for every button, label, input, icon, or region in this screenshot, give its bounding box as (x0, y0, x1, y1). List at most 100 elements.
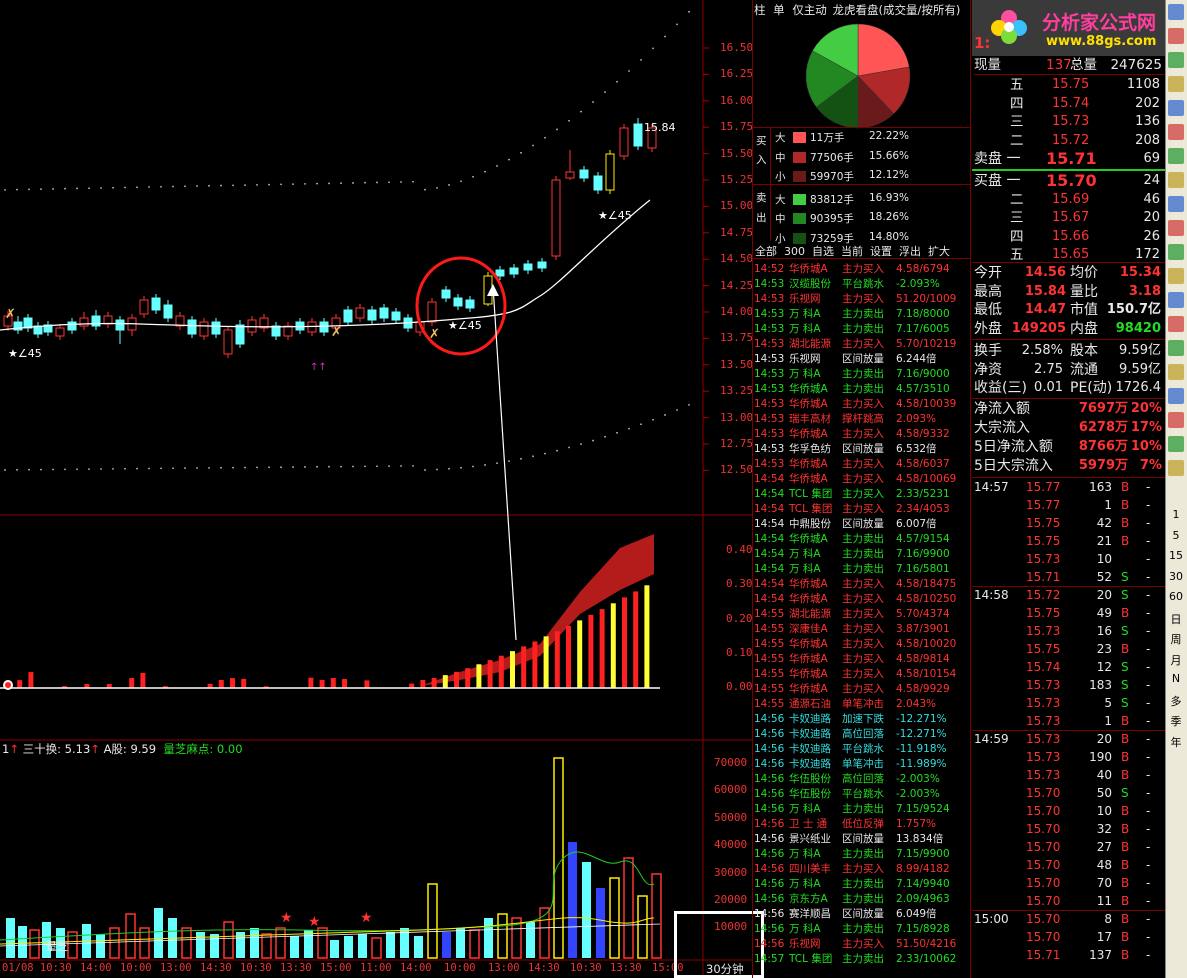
alert-row[interactable]: 14:54 中鼎股份 区间放量 6.007倍 (754, 518, 937, 530)
alert-row[interactable]: 14:55 华侨城A 主力买入 4.58/9929 (754, 683, 950, 695)
alert-row[interactable]: 14:55 华侨城A 主力买入 4.58/10154 (754, 668, 957, 680)
alert-row[interactable]: 14:54 万 科A 主力卖出 7.16/9900 (754, 548, 950, 560)
toolbar-icon[interactable] (1168, 4, 1184, 20)
alert-row[interactable]: 14:56 华伍股份 高位回落 -2.003% (754, 773, 940, 785)
period-button[interactable]: 日 (1170, 612, 1182, 626)
tab-active[interactable]: 仅主动 (792, 3, 827, 17)
alert-row[interactable]: 14:56 卡奴迪路 单笔冲击 -11.989% (754, 758, 947, 770)
alert-row[interactable]: 14:53 瑞丰高材 撑杆跳高 2.093% (754, 413, 937, 425)
period-button[interactable]: 多 (1170, 694, 1182, 708)
toolbar-icon[interactable] (1168, 364, 1184, 380)
alert-row[interactable]: 14:56 卫 士 通低位反弹 1.757% (754, 818, 937, 830)
alert-row[interactable]: 14:54 万 科A 主力卖出 7.16/5801 (754, 563, 950, 575)
alert-row[interactable]: 14:55 深康佳A 主力买入 3.87/3901 (754, 623, 950, 635)
tab-single[interactable]: 单 (773, 3, 785, 17)
toolbar-icon[interactable] (1168, 52, 1184, 68)
alert-row[interactable]: 14:57 TCL 集团 主力卖出 2.33/10062 (754, 953, 957, 965)
toolbar-icon[interactable] (1168, 196, 1184, 212)
alert-row[interactable]: 14:53 万 科A 主力卖出 7.16/9000 (754, 368, 950, 380)
toolbar-icon[interactable] (1168, 76, 1184, 92)
alert-row[interactable]: 14:56 京东方A 主力卖出 2.09/4963 (754, 893, 950, 905)
bid-price[interactable]: 15.70 (1046, 171, 1097, 190)
alert-row[interactable]: 14:56 四川美丰 主力买入 8.99/4182 (754, 863, 950, 875)
tab-longhu[interactable]: 龙虎看盘(成交量/按所有) (832, 3, 961, 17)
period-button[interactable]: 15 (1169, 549, 1183, 562)
alert-row[interactable]: 14:54 华侨城A 主力买入 4.58/18475 (754, 578, 957, 590)
alert-row[interactable]: 14:53 乐视网 区间放量 6.244倍 (754, 353, 937, 365)
tab-bar[interactable]: 柱 (754, 3, 766, 17)
alert-row[interactable]: 14:53 华侨城A 主力卖出 4.57/3510 (754, 383, 950, 395)
alert-row[interactable]: 14:53 湖北能源 主力买入 5.70/10219 (754, 338, 957, 350)
alert-row[interactable]: 14:54 华侨城A 主力卖出 4.57/9154 (754, 533, 950, 545)
alert-row[interactable]: 14:53 华侨城A 主力买入 4.58/6037 (754, 458, 950, 470)
bid-price[interactable]: 15.67 (1052, 210, 1090, 225)
toolbar-icon[interactable] (1168, 124, 1184, 140)
alert-row[interactable]: 14:56 万 科A 主力卖出 7.15/8928 (754, 923, 950, 935)
period-button[interactable]: 周 (1170, 633, 1182, 646)
alert-row[interactable]: 14:55 通源石油 单笔冲击 2.043% (754, 698, 937, 710)
alert-row[interactable]: 14:56 卡奴迪路 平台跳水 -11.918% (754, 743, 947, 755)
tick-volume: 21 (1096, 534, 1112, 548)
toolbar-icon[interactable] (1168, 460, 1184, 476)
alert-row[interactable]: 14:56 卡奴迪路 加速下跌 -12.271% (754, 713, 947, 725)
toolbar-icon[interactable] (1168, 412, 1184, 428)
tick-side: B (1121, 498, 1130, 512)
toolbar-icon[interactable] (1168, 148, 1184, 164)
period-button[interactable]: 60 (1169, 590, 1183, 603)
alert-row[interactable]: 14:53 万 科A 主力卖出 7.18/8000 (754, 308, 950, 320)
alert-row[interactable]: 14:53 汉缆股份 平台跳水 -2.093% (754, 278, 940, 290)
ask-price[interactable]: 15.75 (1052, 77, 1090, 92)
filter-bar[interactable]: 全部 300 自选 当前 设置 浮出 扩大 (755, 245, 950, 258)
period-button[interactable]: 30 (1169, 569, 1183, 583)
alert-row[interactable]: 14:56 卡奴迪路 高位回落 -12.271% (754, 728, 947, 740)
toolbar-icon[interactable] (1168, 292, 1184, 308)
toolbar-icon[interactable] (1168, 244, 1184, 260)
alert-row[interactable]: 14:56 赛洋顺昌 区间放量 6.049倍 (754, 908, 937, 920)
alert-row[interactable]: 14:53 乐视网 主力买入 51.20/1009 (754, 293, 957, 305)
toolbar-icon[interactable] (1168, 388, 1184, 404)
period-button[interactable]: 5 (1172, 528, 1180, 542)
bid-price[interactable]: 15.66 (1052, 228, 1090, 244)
alert-row[interactable]: 14:56 华伍股份 平台跳水 -2.003% (754, 788, 940, 800)
alert-row[interactable]: 14:54 华侨城A 主力买入 4.58/10250 (754, 593, 957, 605)
alert-row[interactable]: 14:55 华侨城A 主力买入 4.58/9814 (754, 653, 950, 665)
bid-price[interactable]: 15.65 (1052, 247, 1090, 262)
alert-row[interactable]: 14:54 TCL 集团 主力买入 2.34/4053 (754, 503, 950, 515)
alert-row[interactable]: 14:56 乐视网 主力买入 51.50/4216 (754, 938, 957, 950)
alert-row[interactable]: 14:53 万 科A 主力卖出 7.17/6005 (754, 323, 950, 335)
toolbar-icon[interactable] (1168, 436, 1184, 452)
toolbar-icon[interactable] (1168, 340, 1184, 356)
period-box[interactable] (674, 911, 764, 978)
toolbar-icon[interactable] (1168, 220, 1184, 236)
alert-row[interactable]: 14:53 华侨城A 主力买入 4.58/10039 (754, 398, 957, 410)
toolbar-icon[interactable] (1168, 268, 1184, 284)
ask-price[interactable]: 15.74 (1052, 95, 1090, 111)
toolbar-icon[interactable] (1168, 28, 1184, 44)
period-label[interactable]: 30分钟 (706, 962, 744, 976)
alert-row[interactable]: 14:54 华侨城A 主力买入 4.58/10069 (754, 473, 957, 485)
bid-price[interactable]: 15.69 (1052, 191, 1090, 207)
flow-amount: 77506手 (810, 151, 854, 164)
alert-row[interactable]: 14:54 TCL 集团 主力买入 2.33/5231 (754, 488, 950, 500)
ask-price[interactable]: 15.71 (1046, 149, 1097, 168)
toolbar-icon[interactable] (1168, 316, 1184, 332)
alert-row[interactable]: 14:53 华孚色纺 区间放量 6.532倍 (754, 443, 937, 455)
alert-row[interactable]: 14:53 华侨城A 主力买入 4.58/9332 (754, 428, 950, 440)
period-button[interactable]: N (1171, 672, 1181, 685)
period-button[interactable]: 年 (1170, 735, 1182, 749)
alert-row[interactable]: 14:52 华侨城A 主力买入 4.58/6794 (754, 263, 950, 275)
alert-row[interactable]: 14:56 景兴纸业 区间放量 13.834倍 (754, 833, 944, 845)
period-button[interactable]: 1 (1172, 508, 1180, 521)
candlestick (151, 297, 161, 311)
ask-price[interactable]: 15.72 (1052, 132, 1090, 148)
period-button[interactable]: 季 (1170, 715, 1182, 728)
ask-price[interactable]: 15.73 (1052, 114, 1090, 129)
alert-row[interactable]: 14:55 华侨城A 主力买入 4.58/10020 (754, 638, 957, 650)
period-button[interactable]: 月 (1170, 653, 1182, 667)
alert-row[interactable]: 14:56 万 科A 主力卖出 7.15/9524 (754, 803, 950, 815)
toolbar-icon[interactable] (1168, 172, 1184, 188)
toolbar-icon[interactable] (1168, 100, 1184, 116)
alert-row[interactable]: 14:56 万 科A 主力卖出 7.14/9940 (754, 878, 950, 890)
alert-row[interactable]: 14:56 万 科A 主力卖出 7.15/9900 (754, 848, 950, 860)
alert-row[interactable]: 14:55 湖北能源 主力买入 5.70/4374 (754, 608, 950, 620)
